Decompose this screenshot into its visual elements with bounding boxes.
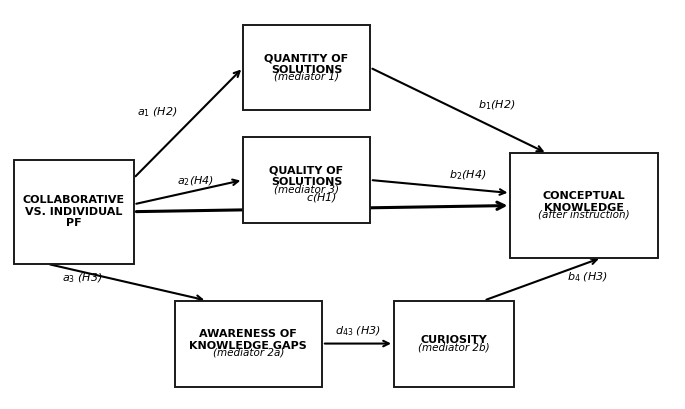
Text: $b_4$ (H3): $b_4$ (H3): [566, 270, 608, 284]
Bar: [14, 160, 134, 264]
Text: (mediator 1): (mediator 1): [274, 72, 339, 82]
Text: VS. INDIVIDUAL: VS. INDIVIDUAL: [25, 207, 123, 217]
Text: $b_2$(H4): $b_2$(H4): [449, 168, 486, 182]
Text: PF: PF: [66, 218, 82, 228]
Bar: [394, 301, 514, 387]
Text: CURIOSITY: CURIOSITY: [421, 335, 487, 345]
Text: $a_2$(H4): $a_2$(H4): [177, 174, 214, 187]
Bar: [510, 153, 658, 258]
Text: (mediator 3): (mediator 3): [274, 184, 339, 194]
Text: CONCEPTUAL: CONCEPTUAL: [543, 191, 625, 201]
Text: $c$(H1): $c$(H1): [306, 191, 338, 204]
Text: KNOWLEDGE GAPS: KNOWLEDGE GAPS: [190, 341, 307, 351]
Text: AWARENESS OF: AWARENESS OF: [199, 329, 297, 339]
Text: QUANTITY OF: QUANTITY OF: [264, 53, 349, 63]
Bar: [243, 137, 370, 223]
Text: $a_1$ (H2): $a_1$ (H2): [137, 106, 178, 119]
Text: COLLABORATIVE: COLLABORATIVE: [23, 195, 125, 205]
Text: SOLUTIONS: SOLUTIONS: [271, 177, 342, 187]
Text: $b_1$(H2): $b_1$(H2): [477, 99, 515, 112]
Bar: [243, 25, 370, 110]
Bar: [175, 301, 322, 387]
Text: (after instruction): (after instruction): [538, 210, 630, 220]
Text: (mediator 2a): (mediator 2a): [212, 348, 284, 358]
Text: (mediator 2b): (mediator 2b): [418, 342, 490, 352]
Text: KNOWLEDGE: KNOWLEDGE: [544, 202, 624, 213]
Text: SOLUTIONS: SOLUTIONS: [271, 65, 342, 74]
Text: QUALITY OF: QUALITY OF: [269, 166, 344, 175]
Text: $a_3$ (H3): $a_3$ (H3): [62, 271, 103, 285]
Text: $d_{43}$ (H3): $d_{43}$ (H3): [335, 324, 381, 338]
